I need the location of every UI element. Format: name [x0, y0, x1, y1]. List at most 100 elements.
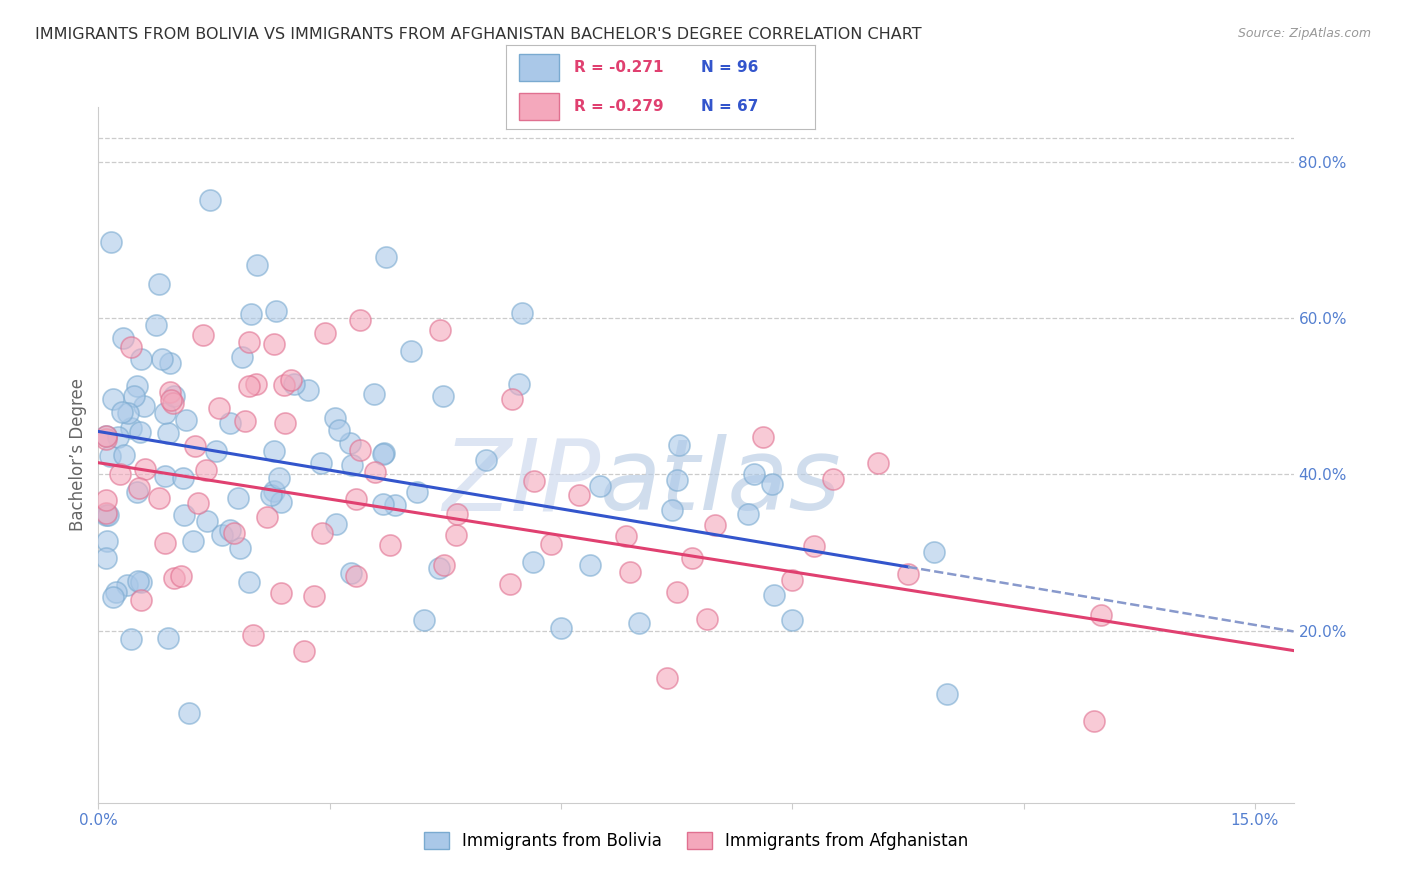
- Text: ZIP: ZIP: [441, 434, 600, 532]
- Point: [375, 250, 398, 264]
- Point: [157, 631, 180, 645]
- Point: [737, 507, 759, 521]
- Point: [522, 555, 544, 569]
- Point: [148, 277, 170, 292]
- Point: [238, 335, 260, 350]
- Point: [661, 502, 683, 516]
- Text: R = -0.271: R = -0.271: [574, 60, 664, 75]
- Point: [311, 525, 333, 540]
- Point: [148, 491, 170, 506]
- Point: [204, 443, 226, 458]
- Point: [181, 533, 204, 548]
- Point: [273, 378, 295, 392]
- Point: [103, 591, 125, 605]
- Point: [475, 453, 498, 467]
- Point: [195, 462, 218, 476]
- Point: [782, 613, 804, 627]
- Point: [384, 498, 406, 512]
- Point: [218, 523, 240, 537]
- Point: [283, 377, 305, 392]
- Point: [665, 473, 688, 487]
- Point: [110, 467, 132, 482]
- Point: [657, 671, 679, 685]
- Point: [128, 481, 150, 495]
- Point: [120, 340, 142, 354]
- Point: [761, 477, 783, 491]
- Point: [339, 566, 361, 580]
- Point: [94, 508, 117, 522]
- Point: [163, 389, 186, 403]
- Text: N = 67: N = 67: [702, 99, 758, 114]
- Point: [325, 516, 347, 531]
- Point: [364, 465, 387, 479]
- Point: [373, 446, 395, 460]
- Point: [100, 235, 122, 249]
- Point: [742, 467, 765, 482]
- Point: [427, 561, 450, 575]
- Text: Source: ZipAtlas.com: Source: ZipAtlas.com: [1237, 27, 1371, 40]
- Point: [134, 462, 156, 476]
- Point: [821, 472, 844, 486]
- Point: [222, 525, 245, 540]
- Point: [120, 632, 142, 646]
- Point: [96, 533, 118, 548]
- Text: IMMIGRANTS FROM BOLIVIA VS IMMIGRANTS FROM AFGHANISTAN BACHELOR'S DEGREE CORRELA: IMMIGRANTS FROM BOLIVIA VS IMMIGRANTS FR…: [35, 27, 922, 42]
- Point: [762, 589, 785, 603]
- Point: [588, 478, 610, 492]
- Point: [211, 528, 233, 542]
- Point: [129, 425, 152, 439]
- Point: [117, 578, 139, 592]
- Point: [614, 529, 637, 543]
- Point: [270, 585, 292, 599]
- Point: [371, 497, 394, 511]
- Point: [176, 412, 198, 426]
- Point: [153, 536, 176, 550]
- Point: [226, 491, 249, 505]
- Point: [242, 628, 264, 642]
- Point: [782, 574, 804, 588]
- Point: [413, 613, 436, 627]
- Point: [159, 384, 181, 399]
- Point: [432, 389, 454, 403]
- Point: [267, 471, 290, 485]
- Point: [512, 306, 534, 320]
- Point: [302, 589, 325, 603]
- Point: [378, 538, 401, 552]
- Point: [280, 372, 302, 386]
- Point: [94, 432, 117, 446]
- Point: [111, 331, 134, 345]
- Point: [111, 405, 134, 419]
- Point: [665, 584, 688, 599]
- Point: [172, 471, 194, 485]
- Point: [238, 379, 260, 393]
- Point: [94, 551, 117, 566]
- Point: [429, 323, 451, 337]
- Text: R = -0.279: R = -0.279: [574, 99, 664, 114]
- Point: [129, 592, 152, 607]
- Point: [96, 493, 118, 508]
- Point: [540, 537, 562, 551]
- Point: [444, 528, 467, 542]
- Point: [94, 506, 117, 520]
- Point: [342, 458, 364, 472]
- Point: [94, 428, 117, 442]
- Point: [263, 484, 285, 499]
- Point: [124, 389, 146, 403]
- Point: [173, 508, 195, 522]
- Point: [239, 307, 262, 321]
- Point: [120, 420, 142, 434]
- Text: N = 96: N = 96: [702, 60, 758, 75]
- Point: [131, 575, 153, 590]
- Point: [112, 448, 135, 462]
- Point: [157, 426, 180, 441]
- Point: [523, 474, 546, 488]
- Point: [897, 566, 920, 581]
- Point: [245, 377, 267, 392]
- Point: [922, 545, 945, 559]
- Point: [1083, 714, 1105, 728]
- Bar: [519, 54, 558, 81]
- Point: [229, 541, 252, 555]
- Point: [264, 304, 287, 318]
- Point: [197, 514, 219, 528]
- Point: [704, 518, 727, 533]
